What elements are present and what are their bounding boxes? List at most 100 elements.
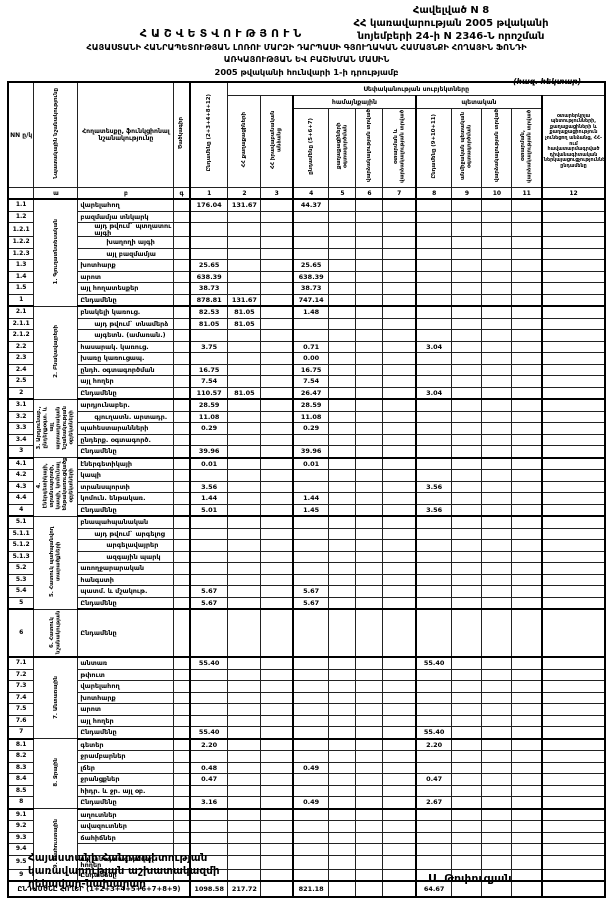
land-type-label: պահեստարանների [77, 422, 175, 435]
value-cell [260, 773, 294, 786]
value-cell [540, 761, 606, 774]
table-row: 5.3 հանգստի [7, 573, 606, 586]
value-cell [511, 375, 543, 388]
row-id: 1.4 [7, 270, 35, 283]
value-cell [481, 398, 513, 412]
value-cell [451, 596, 483, 610]
code-cell [173, 668, 191, 681]
value-cell [291, 527, 330, 540]
value-cell [260, 714, 294, 727]
code-cell [173, 784, 191, 797]
value-cell [451, 363, 483, 376]
value-cell [355, 480, 384, 493]
land-type-label: բնապահպանական [77, 515, 175, 529]
value-cell [260, 247, 294, 260]
value-cell [291, 831, 330, 844]
value-cell [511, 656, 543, 670]
value-cell [540, 410, 606, 423]
value-cell: 16.75 [188, 363, 229, 376]
value-cell [355, 596, 384, 610]
row-id: 8.5 [7, 784, 35, 797]
value-cell [451, 282, 483, 295]
value-cell [227, 222, 262, 237]
value-cell [481, 703, 513, 716]
section-label-cell: 3. Արդյունաբ., ընդերքօգտ. և այլ արտադրակ… [33, 398, 79, 458]
value-cell [260, 422, 294, 435]
column-number: 8 [414, 187, 453, 200]
value-cell [227, 714, 262, 727]
value-cell [382, 761, 417, 774]
value-cell [481, 726, 513, 740]
value-cell [227, 831, 262, 844]
value-cell [481, 386, 513, 400]
value-cell [227, 573, 262, 586]
row-id: 9.1 [7, 808, 35, 821]
value-cell: 55.40 [414, 726, 453, 740]
value-cell [382, 363, 417, 376]
value-cell [260, 596, 294, 610]
value-cell [188, 668, 229, 681]
col-header-state-alienated: օտարման, վարձակալության տրված [511, 108, 543, 188]
value-cell [382, 596, 417, 610]
value-cell [382, 726, 417, 740]
value-cell [540, 515, 606, 529]
row-id: 7.1 [7, 656, 35, 670]
land-type-label: այլ հողատեսքեր [77, 282, 175, 295]
value-cell [260, 585, 294, 598]
col-header-state-total: Ընդամենը (9+10+11) [414, 108, 453, 188]
value-cell [451, 527, 483, 540]
value-cell [227, 270, 262, 283]
section-label-cell: 5. Հատուկ պահպանվող տարածքների [33, 515, 79, 610]
col-header-community-citizens-use: քաղաքացիների օգտագործման [328, 108, 357, 188]
value-cell [481, 433, 513, 446]
value-cell [451, 305, 483, 319]
value-cell [260, 808, 294, 821]
value-cell [227, 750, 262, 763]
value-cell [227, 445, 262, 459]
value-cell [540, 445, 606, 459]
value-cell [511, 796, 543, 810]
value-cell [414, 398, 453, 412]
value-cell [328, 820, 357, 833]
value-cell [260, 363, 294, 376]
value-cell: 176.04 [188, 198, 229, 212]
land-type-label: խառը կառուցապ. [77, 352, 175, 365]
value-cell [355, 680, 384, 693]
value-cell [540, 259, 606, 272]
value-cell [291, 773, 330, 786]
value-cell [260, 750, 294, 763]
value-cell: 638.39 [291, 270, 330, 283]
value-cell [227, 761, 262, 774]
column-number: 7 [382, 187, 417, 200]
value-cell: 2.20 [188, 738, 229, 751]
value-cell [511, 714, 543, 727]
value-cell [481, 340, 513, 353]
value-cell [328, 750, 357, 763]
value-cell: 3.75 [188, 340, 229, 353]
value-cell [414, 270, 453, 283]
value-cell [382, 750, 417, 763]
value-cell [382, 773, 417, 786]
value-cell [227, 363, 262, 376]
value-cell [328, 305, 357, 319]
value-cell [414, 410, 453, 423]
value-cell [355, 210, 384, 223]
value-cell [481, 573, 513, 586]
table-row: 9.3 ճահիճներ [7, 831, 606, 844]
value-cell: 1.44 [291, 492, 330, 505]
value-cell [227, 820, 262, 833]
value-cell [188, 236, 229, 249]
row-id: 2.3 [7, 352, 35, 365]
value-cell [511, 738, 543, 751]
value-cell [414, 422, 453, 435]
value-cell [355, 703, 384, 716]
value-cell [355, 270, 384, 283]
value-cell [355, 363, 384, 376]
value-cell: 1.45 [291, 503, 330, 517]
value-cell [382, 820, 417, 833]
value-cell [382, 539, 417, 552]
row-id: 5.1.3 [7, 550, 35, 563]
land-type-label: ընդերք. օգտագործ. [77, 433, 175, 446]
value-cell [540, 820, 606, 833]
value-cell [188, 527, 229, 540]
